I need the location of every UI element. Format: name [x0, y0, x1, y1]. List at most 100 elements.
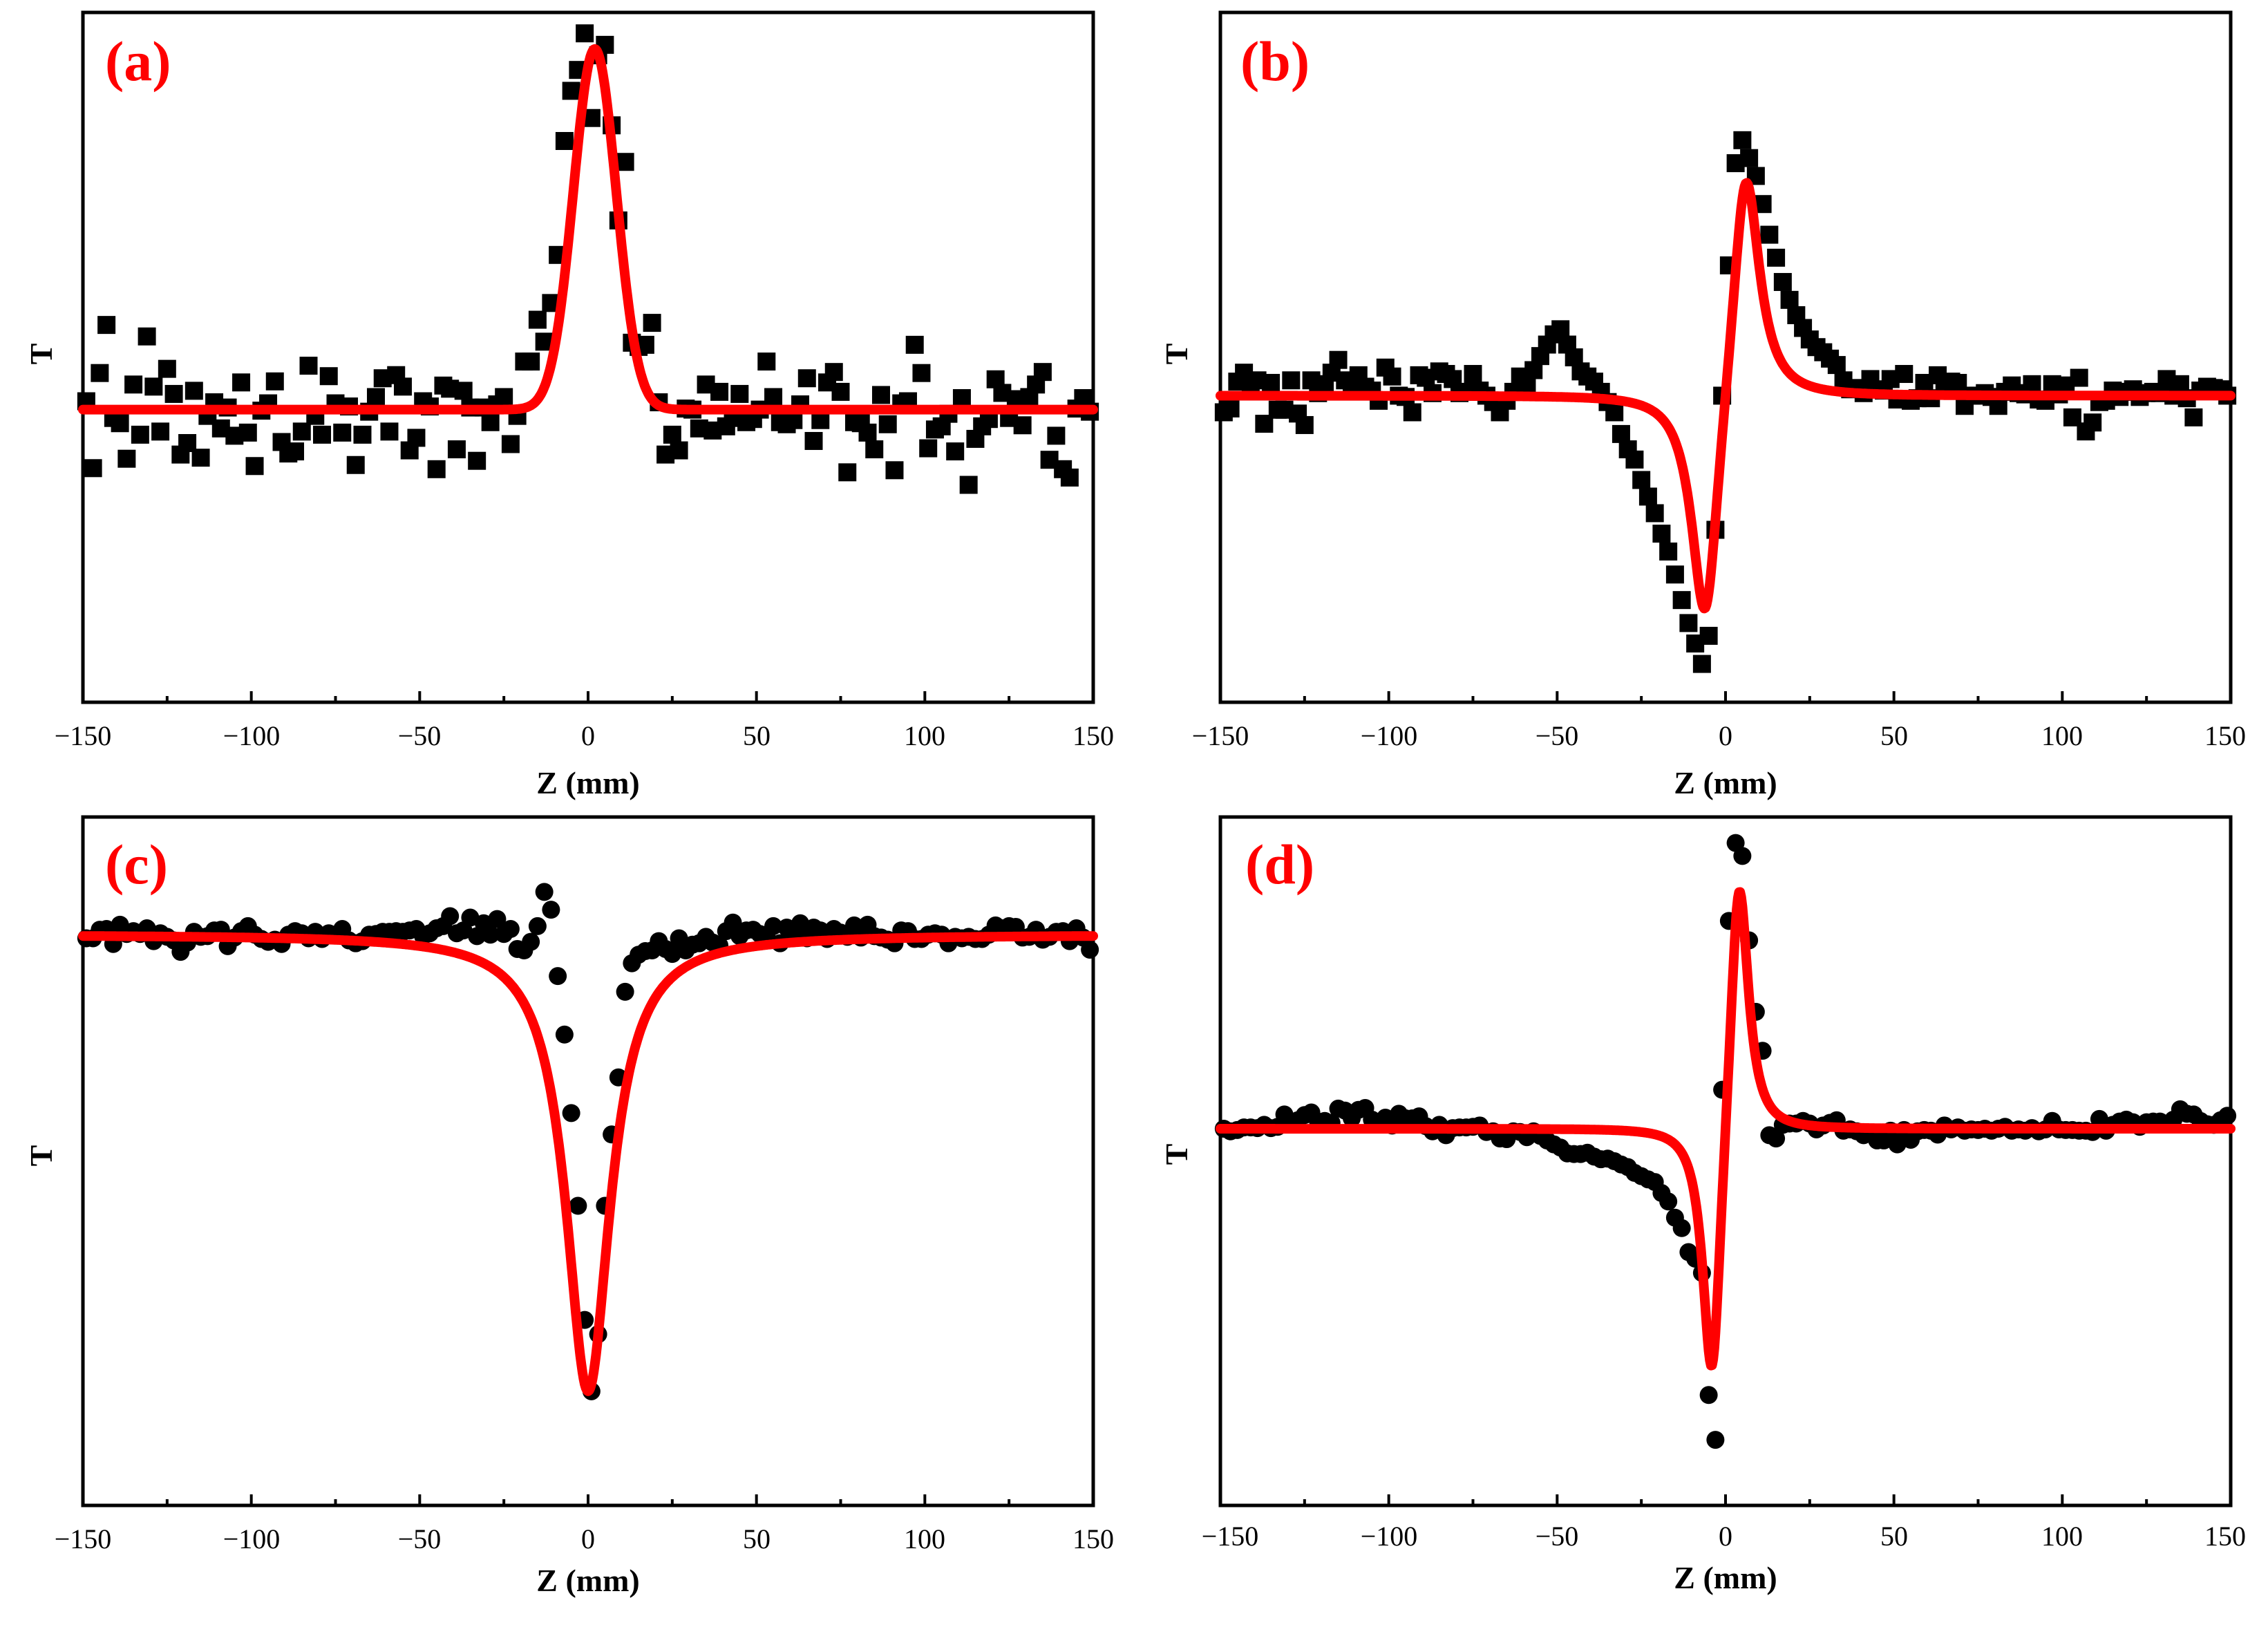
- data-point: [616, 982, 634, 1001]
- y-axis-label-b: T: [1159, 344, 1194, 365]
- data-point: [878, 415, 897, 433]
- tick-marks-b: [1219, 691, 2232, 702]
- data-point: [1780, 290, 1799, 309]
- x-tick-label: 150: [2204, 1521, 2246, 1552]
- x-tick-label: −100: [1361, 720, 1418, 751]
- data-point: [1706, 1431, 1725, 1449]
- tick-marks-a: [82, 691, 1095, 702]
- data-point: [427, 460, 446, 478]
- data-point: [1665, 565, 1684, 584]
- data-point: [1645, 504, 1664, 523]
- data-point: [1895, 365, 1913, 384]
- data-point: [562, 1104, 580, 1123]
- data-point: [1221, 399, 1240, 417]
- data-point: [313, 425, 332, 444]
- panel-label-c: (c): [105, 833, 168, 896]
- plot-frame-c: [81, 815, 1095, 1507]
- x-tick-label: −150: [1192, 720, 1249, 751]
- data-point: [663, 425, 681, 444]
- panel-a: (a) T Z (mm) −150 −100 −50 0 50 100 150: [23, 10, 1114, 800]
- x-tick-labels-a: −150 −100 −50 0 50 100 150: [55, 720, 1114, 751]
- data-point: [1605, 403, 1624, 422]
- fit-curve-d: [1216, 887, 2236, 1371]
- data-point: [522, 353, 540, 371]
- data-point: [1760, 225, 1779, 244]
- data-point: [138, 327, 156, 346]
- data-point: [730, 384, 749, 403]
- x-tick-label: −100: [223, 720, 281, 751]
- data-point: [804, 431, 823, 450]
- data-point: [549, 967, 567, 986]
- data-point: [124, 375, 143, 394]
- fit-curve-a: [78, 44, 1098, 415]
- data-point: [1652, 525, 1671, 543]
- data-point: [710, 382, 729, 401]
- data-point: [616, 153, 634, 171]
- data-point: [1672, 1219, 1691, 1237]
- data-point: [905, 335, 924, 354]
- data-point: [333, 423, 352, 442]
- data-point: [1659, 542, 1678, 561]
- x-tick-label: 100: [904, 720, 945, 751]
- data-point: [2070, 368, 2088, 387]
- panel-label-a: (a): [105, 30, 171, 93]
- data-point: [151, 422, 170, 441]
- x-tick-label: −150: [55, 1523, 112, 1554]
- data-point: [299, 357, 318, 375]
- x-tick-label: 150: [2204, 720, 2246, 751]
- data-point: [919, 439, 938, 458]
- x-tick-label: −150: [55, 720, 112, 751]
- x-tick-label: −50: [1535, 1521, 1579, 1552]
- data-point: [2184, 408, 2203, 426]
- data-point: [838, 463, 857, 482]
- panel-c: (c) T Z (mm) −150 −100 −50 0 50 100 150: [23, 815, 1114, 1598]
- data-point: [1692, 655, 1711, 673]
- x-tick-label: 150: [1072, 720, 1114, 751]
- x-tick-label: 0: [1719, 720, 1732, 751]
- data-point: [158, 359, 176, 378]
- data-point: [286, 442, 305, 461]
- data-point: [946, 442, 965, 461]
- x-tick-label: −100: [223, 1523, 281, 1554]
- data-point: [885, 461, 904, 480]
- data-point: [232, 373, 251, 392]
- panel-label-b: (b): [1240, 30, 1310, 93]
- data-point: [764, 388, 783, 406]
- x-tick-label: −150: [1202, 1521, 1259, 1552]
- fit-curve-b: [1216, 178, 2236, 614]
- data-point: [407, 429, 426, 447]
- tick-marks-c: [82, 1494, 1095, 1505]
- data-point: [1383, 367, 1401, 386]
- data-point: [2083, 413, 2102, 432]
- x-axis-label-b: Z (mm): [1674, 765, 1777, 800]
- data-point: [1047, 426, 1066, 445]
- data-point: [1767, 1129, 1786, 1148]
- data-point: [555, 1025, 574, 1044]
- panel-label-d: (d): [1245, 833, 1314, 896]
- data-point: [319, 367, 338, 386]
- data-point: [1033, 363, 1052, 382]
- data-point: [1464, 365, 1482, 384]
- data-point: [542, 901, 560, 919]
- data-point: [824, 363, 843, 382]
- data-point: [468, 451, 486, 470]
- data-point: [191, 449, 210, 467]
- x-tick-label: 100: [904, 1523, 945, 1554]
- data-point: [2218, 1107, 2237, 1125]
- x-tick-label: −100: [1361, 1521, 1418, 1552]
- data-point: [380, 422, 399, 441]
- data-point: [164, 384, 183, 403]
- data-point: [562, 82, 580, 100]
- data-point: [757, 353, 776, 371]
- data-point: [461, 908, 480, 927]
- data-point: [1612, 424, 1630, 443]
- x-tick-label: 50: [1880, 1521, 1908, 1552]
- data-point: [959, 476, 978, 494]
- data-point: [481, 413, 500, 431]
- data-point: [1638, 487, 1657, 506]
- data-point: [185, 382, 203, 400]
- data-point: [797, 369, 816, 388]
- data-point: [865, 440, 884, 459]
- data-point: [1773, 272, 1792, 291]
- x-tick-label: 50: [1880, 720, 1908, 751]
